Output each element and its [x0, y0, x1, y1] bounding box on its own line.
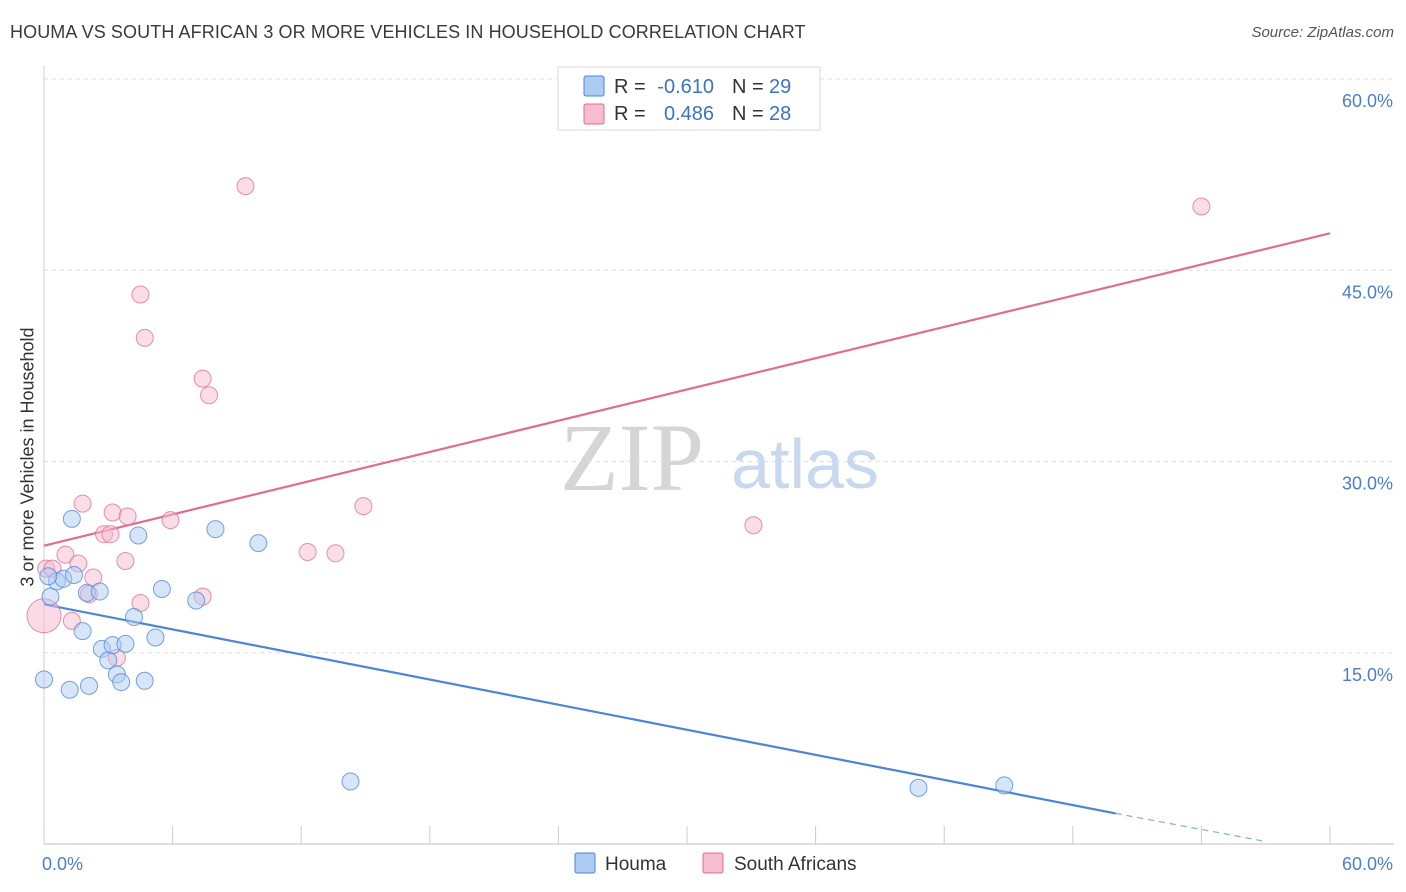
watermark-atlas: atlas: [731, 425, 879, 503]
point-houma-1: [41, 587, 60, 606]
correlation-legend: R = -0.610 N = 29 R = 0.486 N = 28: [557, 66, 821, 131]
grid: [44, 78, 1394, 654]
point-south-africans-13: [116, 551, 135, 570]
trend-line-houma: [43, 603, 1116, 815]
point-houma-6: [62, 509, 81, 528]
legend-swatch-houma: [583, 75, 605, 97]
trend-lines: [43, 232, 1331, 843]
point-south-africans-17: [135, 328, 154, 347]
series-label-houma: Houma: [605, 854, 667, 875]
point-houma-15: [112, 673, 131, 692]
point-south-africans-14: [118, 507, 137, 526]
point-south-africans-23: [298, 543, 317, 562]
point-south-africans-26: [744, 516, 763, 535]
series-label-south-africans: South Africans: [734, 854, 857, 875]
point-houma-18: [129, 526, 148, 545]
series-swatch-south-africans: [702, 852, 724, 874]
point-houma-5: [65, 565, 84, 584]
point-houma-16: [116, 634, 135, 653]
point-houma-20: [146, 628, 165, 647]
point-south-africans-3: [56, 545, 75, 564]
point-south-africans-20: [193, 369, 212, 388]
point-houma-4: [60, 680, 79, 699]
x-tick-label-start: 0.0%: [42, 854, 83, 874]
legend-r-label-houma: R =: [614, 76, 646, 98]
point-houma-28: [39, 567, 58, 586]
point-south-africans-16: [131, 285, 150, 304]
legend-n-value-houma: 29: [769, 76, 791, 98]
point-houma-26: [909, 778, 928, 797]
x-tick-labels: 0.0% 60.0%: [42, 854, 1393, 874]
y-tick-label-3: 60.0%: [1342, 91, 1393, 111]
legend-n-label-south-africans: N =: [732, 103, 764, 125]
y-tick-labels: 15.0% 30.0% 45.0% 60.0%: [1342, 91, 1393, 685]
point-south-africans-22: [236, 177, 255, 196]
watermark: ZIP atlas: [560, 404, 879, 511]
point-houma-27: [995, 776, 1014, 795]
legend-r-value-houma: -0.610: [657, 76, 714, 98]
trend-line-south-africans: [43, 232, 1331, 547]
point-houma-0: [35, 670, 53, 689]
point-houma-23: [206, 520, 225, 539]
series-swatch-houma: [574, 852, 596, 874]
trend-extension-houma: [1115, 812, 1266, 843]
point-south-africans-25: [354, 497, 373, 516]
legend-r-value-south-africans: 0.486: [664, 103, 714, 125]
point-south-africans-6: [73, 494, 92, 513]
point-houma-22: [187, 591, 206, 610]
point-houma-25: [341, 772, 360, 791]
point-houma-10: [90, 582, 109, 601]
point-south-africans-0: [26, 598, 62, 634]
point-south-africans-27: [1192, 197, 1211, 216]
y-tick-label-0: 15.0%: [1342, 665, 1393, 685]
source-label: Source: ZipAtlas.com: [1251, 24, 1394, 41]
watermark-zip: ZIP: [560, 404, 704, 511]
data-points: [26, 177, 1211, 797]
legend-r-label-south-africans: R =: [614, 103, 646, 125]
series-legend: Houma South Africans: [574, 852, 857, 875]
axes: [43, 66, 1394, 845]
point-houma-24: [249, 534, 268, 553]
y-tick-label-2: 45.0%: [1342, 282, 1393, 302]
point-houma-21: [152, 580, 171, 598]
x-tick-label-end: 60.0%: [1342, 854, 1393, 874]
point-south-africans-21: [200, 386, 219, 405]
point-south-africans-18: [161, 511, 180, 530]
point-houma-17: [125, 608, 144, 627]
legend-n-value-south-africans: 28: [769, 103, 791, 125]
point-south-africans-24: [326, 544, 345, 563]
point-south-africans-10: [101, 525, 120, 544]
point-houma-9: [80, 676, 99, 695]
legend-swatch-south-africans: [583, 103, 605, 125]
point-houma-19: [135, 671, 154, 690]
point-south-africans-11: [103, 503, 122, 522]
point-houma-7: [73, 622, 92, 641]
y-tick-label-1: 30.0%: [1342, 474, 1393, 494]
chart-title: HOUMA VS SOUTH AFRICAN 3 OR MORE VEHICLE…: [10, 22, 806, 42]
legend-n-label-houma: N =: [732, 76, 764, 98]
